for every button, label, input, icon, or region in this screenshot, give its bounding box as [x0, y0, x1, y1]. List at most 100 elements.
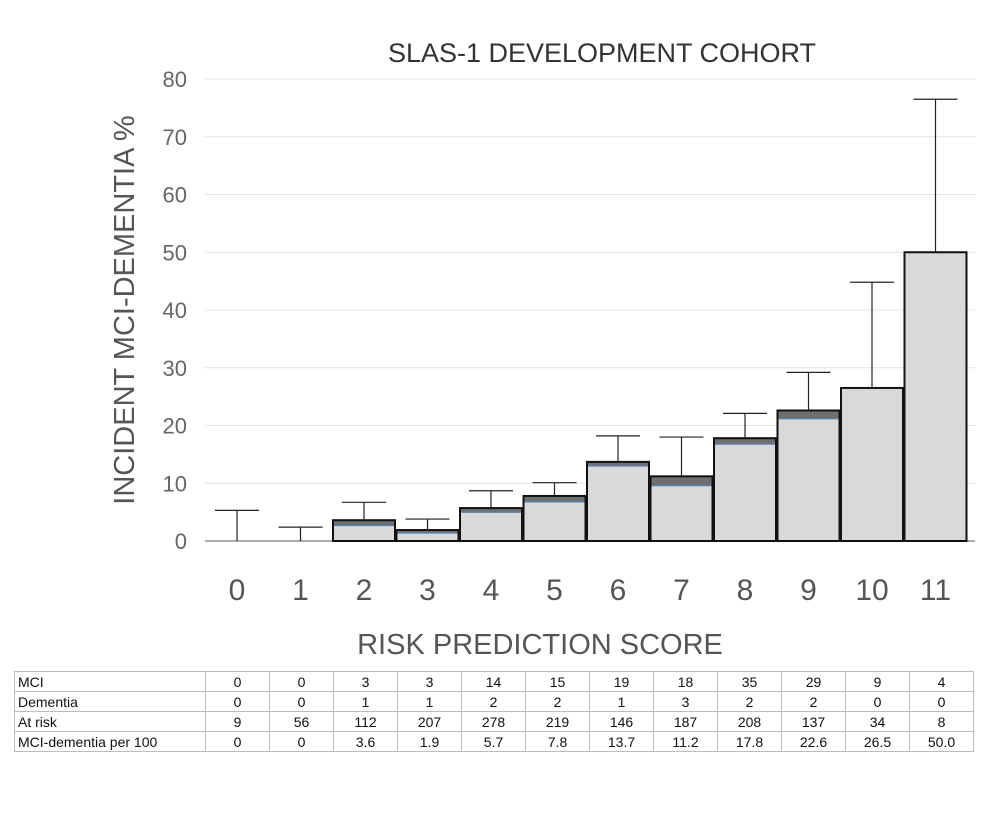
dementia-segment	[523, 495, 586, 502]
bar-rect	[841, 387, 903, 541]
dementia-segment	[333, 520, 395, 526]
y-axis-ticks: 0 10 20 30 40 50 60 70 80	[163, 67, 187, 554]
bar-rect	[777, 410, 840, 541]
table-cell: 14	[461, 671, 526, 692]
bar-rect	[523, 495, 586, 541]
y-tick-label: 50	[163, 240, 187, 265]
table-cell: 5.7	[461, 731, 526, 752]
dementia-segment	[714, 438, 776, 444]
table-cell: 15	[525, 671, 590, 692]
table-cell: 29	[781, 671, 846, 692]
table-row-label: Dementia	[14, 691, 206, 712]
table-cell: 0	[205, 671, 270, 692]
table-row: MCI 0 0 3 3 14 15 19 18 35 29 9 4	[14, 671, 974, 692]
table-cell: 19	[589, 671, 654, 692]
table-cell: 7.8	[525, 731, 590, 752]
y-tick-label: 0	[175, 529, 187, 554]
table-cell: 26.5	[845, 731, 910, 752]
table-cell: 56	[269, 711, 334, 732]
table-cell: 2	[781, 691, 846, 712]
table-row-label: At risk	[14, 711, 206, 732]
table-cell: 50.0	[909, 731, 974, 752]
x-axis-label: RISK PREDICTION SCORE	[357, 629, 723, 660]
x-tick-label: 6	[610, 574, 627, 607]
table-cell: 1	[589, 691, 654, 712]
table-cell: 1	[397, 691, 462, 712]
error-bars	[215, 98, 958, 541]
table-cell: 0	[269, 691, 334, 712]
dementia-segment	[396, 530, 459, 533]
table-cell: 9	[845, 671, 910, 692]
y-tick-label: 30	[163, 356, 187, 381]
table-cell: 22.6	[781, 731, 846, 752]
y-tick-label: 70	[163, 125, 187, 150]
table-cell: 146	[589, 711, 654, 732]
table-cell: 34	[845, 711, 910, 732]
table-cell: 2	[525, 691, 590, 712]
table-cell: 0	[205, 691, 270, 712]
table-cell: 0	[269, 731, 334, 752]
data-table: MCI 0 0 3 3 14 15 19 18 35 29 9 4 Dementia 0 0 1 1 2 2 1 3 2 2 0…	[14, 671, 974, 752]
table-cell: 13.7	[589, 731, 654, 752]
table-cell: 8	[909, 711, 974, 732]
x-tick-label: 1	[292, 574, 309, 607]
chart-title: SLAS-1 DEVELOPMENT COHORT	[388, 38, 816, 68]
x-tick-label: 8	[737, 574, 754, 607]
table-cell: 0	[909, 691, 974, 712]
table-cell: 207	[397, 711, 462, 732]
table-cell: 187	[653, 711, 718, 732]
y-tick-label: 20	[163, 414, 187, 439]
table-cell: 1.9	[397, 731, 462, 752]
x-tick-label: 5	[546, 574, 563, 607]
table-cell: 3	[653, 691, 718, 712]
table-cell: 18	[653, 671, 718, 692]
x-tick-label: 2	[356, 574, 373, 607]
table-cell: 0	[845, 691, 910, 712]
table-cell: 3	[333, 671, 398, 692]
x-tick-label: 3	[419, 574, 436, 607]
bar-chart: SLAS-1 DEVELOPMENT COHORT INCIDENT MCI-D…	[109, 38, 975, 660]
table-cell: 4	[909, 671, 974, 692]
table-cell: 219	[525, 711, 590, 732]
table-cell: 112	[333, 711, 398, 732]
bar-rect	[460, 508, 522, 541]
table-row: MCI-dementia per 100 0 0 3.6 1.9 5.7 7.8 13.7 11…	[14, 731, 974, 752]
x-tick-label: 10	[855, 574, 888, 607]
table-row-label: MCI-dementia per 100	[14, 731, 206, 752]
dementia-segment	[650, 476, 713, 486]
dementia-segment	[777, 410, 840, 419]
bar-rect	[587, 461, 649, 541]
table-row: Dementia 0 0 1 1 2 2 1 3 2 2 0 0	[14, 691, 974, 712]
table-cell: 35	[717, 671, 782, 692]
table-row-label: MCI	[14, 671, 206, 692]
dementia-segment	[587, 461, 649, 466]
table-cell: 3.6	[333, 731, 398, 752]
bar-rect	[650, 476, 713, 541]
table-cell: 0	[269, 671, 334, 692]
y-tick-label: 60	[163, 183, 187, 208]
bar-rect	[714, 438, 776, 541]
table-cell: 11.2	[653, 731, 718, 752]
bar-rect	[904, 252, 967, 541]
bars	[332, 251, 968, 543]
y-tick-label: 10	[163, 471, 187, 496]
table-row: At risk 9 56 112 207 278 219 146 187 208 137 34 8	[14, 711, 974, 732]
dementia-segment	[460, 508, 522, 513]
x-tick-label: 11	[920, 574, 951, 607]
table-cell: 0	[205, 731, 270, 752]
table-cell: 2	[717, 691, 782, 712]
table-cell: 137	[781, 711, 846, 732]
y-tick-label: 80	[163, 67, 187, 92]
table-cell: 17.8	[717, 731, 782, 752]
bar-rect	[396, 530, 459, 541]
y-tick-label: 40	[163, 298, 187, 323]
x-tick-label: 7	[673, 574, 690, 607]
table-cell: 3	[397, 671, 462, 692]
table-cell: 9	[205, 711, 270, 732]
x-tick-label: 0	[229, 574, 246, 607]
table-cell: 1	[333, 691, 398, 712]
table-cell: 2	[461, 691, 526, 712]
x-tick-label: 4	[483, 574, 500, 607]
x-tick-label: 9	[800, 574, 817, 607]
table-cell: 278	[461, 711, 526, 732]
